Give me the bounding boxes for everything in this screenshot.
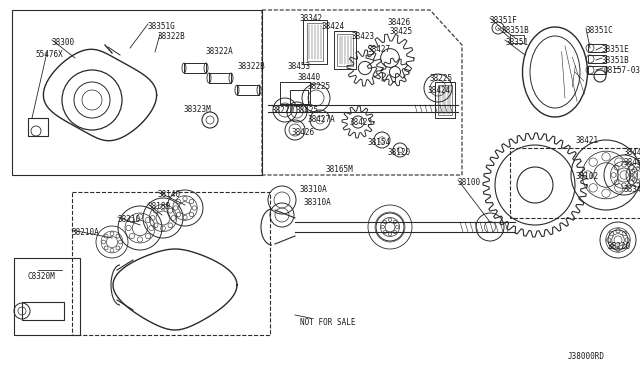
Text: 38323M: 38323M — [183, 105, 211, 114]
Bar — [209, 73, 231, 83]
Text: 38220: 38220 — [271, 106, 294, 115]
Text: 38351G: 38351G — [148, 22, 176, 31]
Text: 38342: 38342 — [624, 185, 640, 194]
Bar — [307, 23, 323, 61]
Bar — [337, 34, 353, 66]
Text: 38453: 38453 — [288, 62, 311, 71]
Text: 38225: 38225 — [307, 82, 330, 91]
Text: C8320M: C8320M — [28, 272, 56, 281]
Bar — [435, 82, 455, 118]
Text: J38000RD: J38000RD — [568, 352, 605, 361]
Bar — [14, 258, 80, 335]
Bar — [588, 66, 606, 74]
Text: 38424: 38424 — [428, 86, 451, 95]
Bar — [237, 85, 259, 95]
Text: 38453: 38453 — [624, 158, 640, 167]
Text: 38423: 38423 — [352, 32, 375, 41]
Text: 38351B: 38351B — [502, 26, 530, 35]
Text: 38300: 38300 — [52, 38, 75, 47]
Bar — [588, 44, 606, 52]
Bar — [510, 35, 524, 43]
Text: 38425: 38425 — [295, 106, 318, 115]
Text: 38210A: 38210A — [72, 228, 100, 237]
Text: 55476X: 55476X — [35, 50, 63, 59]
Text: 38165M: 38165M — [325, 165, 353, 174]
Text: 38351B: 38351B — [602, 56, 630, 65]
Text: 38210: 38210 — [118, 215, 141, 224]
Text: 38351C: 38351C — [586, 26, 614, 35]
Text: 38102: 38102 — [576, 172, 599, 181]
Bar — [438, 85, 452, 115]
Bar — [12, 10, 262, 175]
Text: 38351: 38351 — [505, 38, 528, 47]
Bar — [22, 302, 64, 320]
Text: 38189: 38189 — [148, 202, 171, 211]
Text: 38310A: 38310A — [304, 198, 332, 207]
Text: 38423: 38423 — [350, 118, 373, 127]
Text: 38426: 38426 — [292, 128, 315, 137]
Bar — [28, 118, 48, 136]
Text: 38424: 38424 — [322, 22, 345, 31]
Bar — [72, 192, 270, 335]
Bar — [510, 148, 640, 218]
Text: 38427A: 38427A — [308, 115, 336, 124]
Text: 38310A: 38310A — [300, 185, 328, 194]
Text: 38322B: 38322B — [158, 32, 186, 41]
Bar — [184, 63, 206, 73]
Text: 38440: 38440 — [298, 73, 321, 82]
Text: NOT FOR SALE: NOT FOR SALE — [300, 318, 355, 327]
Text: 08157-0301E: 08157-0301E — [603, 66, 640, 75]
Text: 38220: 38220 — [608, 242, 631, 251]
Text: 38120: 38120 — [388, 148, 411, 157]
Bar — [588, 55, 606, 63]
Text: 38322A: 38322A — [205, 47, 233, 56]
Text: 38322B: 38322B — [238, 62, 266, 71]
Text: 38425: 38425 — [390, 27, 413, 36]
Text: 38427: 38427 — [368, 45, 391, 54]
Bar — [290, 90, 308, 104]
Text: 38225: 38225 — [430, 74, 453, 83]
Bar — [303, 20, 327, 64]
Text: 38421: 38421 — [576, 136, 599, 145]
Bar — [334, 31, 356, 69]
Text: 38426: 38426 — [388, 18, 411, 27]
Text: 38342: 38342 — [300, 14, 323, 23]
Bar — [280, 82, 310, 104]
Text: 38140: 38140 — [158, 190, 181, 199]
Text: 38351E: 38351E — [602, 45, 630, 54]
Text: 38351F: 38351F — [490, 16, 518, 25]
Text: 38100: 38100 — [458, 178, 481, 187]
Text: 38440: 38440 — [624, 148, 640, 157]
Text: 38154: 38154 — [368, 138, 391, 147]
